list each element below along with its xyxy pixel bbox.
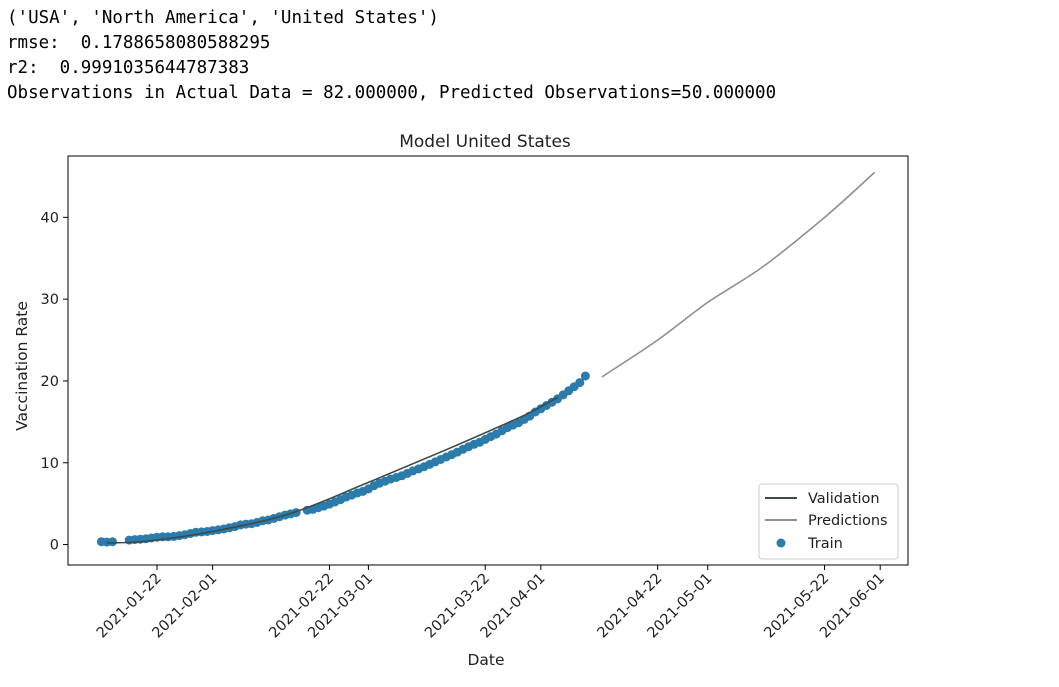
y-tick-label: 0 [50, 538, 59, 554]
plot-area [96, 171, 876, 547]
output-line-tuple: ('USA', 'North America', 'United States'… [7, 8, 439, 28]
legend-train-marker [776, 538, 786, 548]
validation-line [106, 396, 558, 544]
y-tick-label: 40 [41, 210, 59, 226]
y-tick-label: 20 [41, 374, 59, 390]
output-line-observations: Observations in Actual Data = 82.000000,… [7, 83, 777, 103]
plot-frame [67, 155, 909, 566]
output-line-rmse: rmse: 0.1788658080588295 [7, 33, 271, 53]
train-point [575, 378, 585, 388]
output-line-r2: r2: 0.9991035644787383 [7, 58, 250, 78]
cell-output: ('USA', 'North America', 'United States'… [7, 6, 776, 106]
train-point [580, 371, 590, 381]
legend-predictions-label: Predictions [808, 513, 888, 529]
legend-box [758, 483, 899, 560]
legend-validation-label: Validation [808, 491, 880, 507]
train-point [108, 537, 117, 547]
y-tick-label: 10 [41, 456, 59, 472]
legend: Validation Predictions Train [758, 483, 899, 560]
chart: Model United States Vaccination Rate Dat… [13, 132, 909, 669]
predictions-line [601, 171, 876, 378]
y-axis-label: Vaccination Rate [13, 301, 31, 431]
legend-train-label: Train [807, 536, 843, 552]
x-axis-label: Date [467, 651, 504, 669]
chart-title: Model United States [399, 132, 571, 152]
y-tick-label: 30 [41, 292, 59, 308]
